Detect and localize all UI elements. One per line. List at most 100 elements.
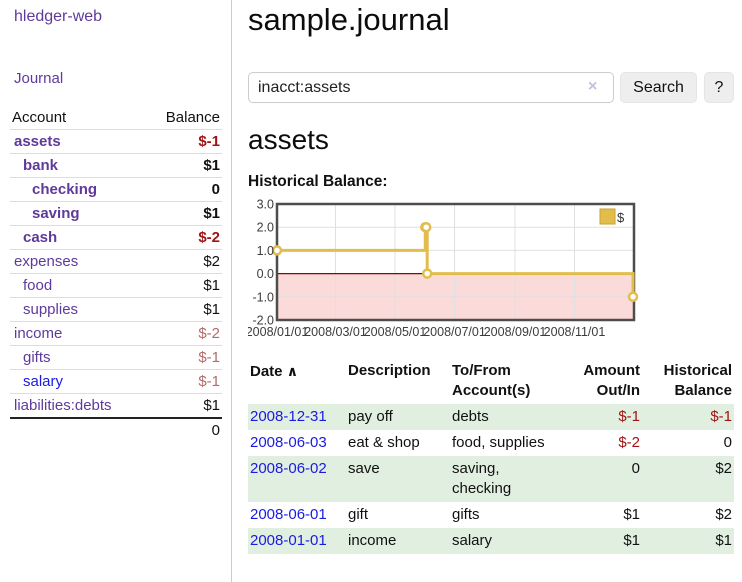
plot-border [275, 202, 636, 322]
page-title: sample.journal [248, 2, 450, 37]
sort-ascending-icon: ∧ [286, 363, 299, 379]
x-tick-label: 2008/07/01 [423, 325, 486, 339]
register-row: 2008-06-03 eat & shop food, supplies $-2 0 [248, 430, 734, 456]
account-balance: $1 [145, 297, 222, 322]
transaction-accounts: gifts [452, 506, 480, 523]
data-point-marker [420, 221, 432, 233]
sidebar-item-journal[interactable]: Journal [14, 70, 64, 87]
account-link-income[interactable]: income [14, 325, 63, 342]
transaction-date-link[interactable]: 2008-01-01 [250, 532, 327, 549]
account-link-supplies[interactable]: supplies [23, 301, 79, 318]
transaction-amount: $-1 [618, 408, 640, 425]
transaction-amount: 0 [631, 460, 640, 477]
register-header-row: Date ∧ Description To/From Account(s) Am… [248, 358, 734, 404]
transaction-accounts: saving, checking [452, 460, 512, 497]
y-tick-label: -1.0 [252, 290, 274, 304]
accounts-total-balance: 0 [145, 417, 222, 442]
account-row: cash $-2 [10, 225, 222, 250]
account-balance: $2 [145, 249, 222, 274]
account-link-cash[interactable]: cash [23, 229, 58, 246]
x-tick-label: 2008/11/01 [544, 325, 606, 339]
transaction-description: save [348, 460, 380, 477]
transaction-balance: $-1 [710, 408, 732, 425]
x-tick-label: 2008/05/01 [364, 325, 427, 339]
transaction-balance: 0 [723, 434, 732, 451]
help-button[interactable]: ? [704, 72, 734, 103]
y-tick-label: 2.0 [257, 221, 274, 235]
account-link-salary[interactable]: salary [23, 373, 64, 390]
account-balance: $-1 [145, 345, 222, 370]
data-point-marker [627, 291, 639, 303]
chart-title: Historical Balance: [248, 173, 388, 190]
account-row: supplies $1 [10, 297, 222, 322]
transaction-description: eat & shop [348, 434, 420, 451]
account-balance: $-2 [145, 225, 222, 250]
account-balance: $1 [145, 393, 222, 418]
register-row: 2008-06-02 save saving, checking 0 $2 [248, 456, 734, 502]
account-balance: $1 [145, 273, 222, 298]
register-header-date[interactable]: Date ∧ [248, 358, 346, 404]
clear-search-icon[interactable]: × [588, 78, 598, 95]
date-header-label: Date [250, 363, 283, 380]
account-row: liabilities:debts $1 [10, 393, 222, 418]
register-row: 2008-01-01 income salary $1 $1 [248, 528, 734, 554]
account-balance: $1 [145, 153, 222, 178]
register-row: 2008-12-31 pay off debts $-1 $-1 [248, 404, 734, 430]
account-row: assets $-1 [10, 129, 222, 154]
search-button[interactable]: Search [620, 72, 697, 103]
register-header-accounts: To/From Account(s) [452, 362, 531, 399]
transaction-description: income [348, 532, 397, 549]
account-link-expenses[interactable]: expenses [14, 253, 79, 270]
transaction-date-link[interactable]: 2008-12-31 [250, 408, 327, 425]
sidebar: hledger-web Journal Account Balance asse… [0, 0, 232, 582]
account-row: bank $1 [10, 153, 222, 178]
register-header-description: Description [348, 362, 431, 379]
register-table: Date ∧ Description To/From Account(s) Am… [248, 358, 734, 554]
account-link-checking[interactable]: checking [32, 181, 98, 198]
x-tick-label: 2008/03/01 [304, 325, 367, 339]
account-row: food $1 [10, 273, 222, 298]
account-balance: $1 [145, 201, 222, 226]
account-link-food[interactable]: food [23, 277, 53, 294]
account-link-assets[interactable]: assets [14, 133, 61, 150]
transaction-date-link[interactable]: 2008-06-03 [250, 434, 327, 451]
account-row: salary $-1 [10, 369, 222, 394]
search-input[interactable] [248, 72, 614, 103]
accounts-table-header: Account Balance [10, 106, 222, 130]
y-tick-label: 3.0 [257, 198, 274, 212]
accounts-table: Account Balance assets $-1 bank $1 checking 0… [10, 106, 222, 442]
transaction-date-link[interactable]: 2008-06-02 [250, 460, 327, 477]
accounts-header-balance: Balance [165, 109, 220, 126]
y-tick-label: -2.0 [252, 314, 274, 328]
register-row: 2008-06-01 gift gifts $1 $2 [248, 502, 734, 528]
account-row: saving $1 [10, 201, 222, 226]
account-row: expenses $2 [10, 249, 222, 274]
accounts-total-row: 0 [10, 417, 222, 442]
account-balance: 0 [145, 177, 222, 202]
transaction-balance: $2 [715, 460, 732, 477]
historical-balance-chart: 3.0 2.0 1.0 0.0 -1.0 -2.02008/01/012008/03/01… [248, 198, 639, 339]
transaction-accounts: salary [452, 532, 493, 549]
y-tick-label: 1.0 [257, 244, 274, 258]
account-link-saving[interactable]: saving [32, 205, 80, 222]
account-link-liabilities-debts[interactable]: liabilities:debts [14, 397, 112, 414]
account-balance: $-2 [145, 321, 222, 346]
account-row: income $-2 [10, 321, 222, 346]
transaction-date-link[interactable]: 2008-06-01 [250, 506, 327, 523]
account-row: gifts $-1 [10, 345, 222, 370]
account-link-bank[interactable]: bank [23, 157, 59, 174]
account-link-gifts[interactable]: gifts [23, 349, 51, 366]
data-point-marker [421, 268, 433, 279]
transaction-balance: $1 [715, 532, 732, 549]
register-header-balance: Historical Balance [663, 362, 732, 399]
legend-label: $ [617, 210, 625, 225]
transaction-amount: $-2 [618, 434, 640, 451]
register-header-amount: Amount Out/In [583, 362, 640, 399]
account-balance: $-1 [145, 129, 222, 154]
account-balance: $-1 [145, 369, 222, 394]
legend-swatch [599, 208, 616, 225]
main-content: sample.journal × Search ? assets Histori… [248, 0, 742, 582]
app-brand-link[interactable]: hledger-web [14, 8, 103, 25]
transaction-balance: $2 [715, 506, 732, 523]
transaction-description: pay off [348, 408, 393, 425]
